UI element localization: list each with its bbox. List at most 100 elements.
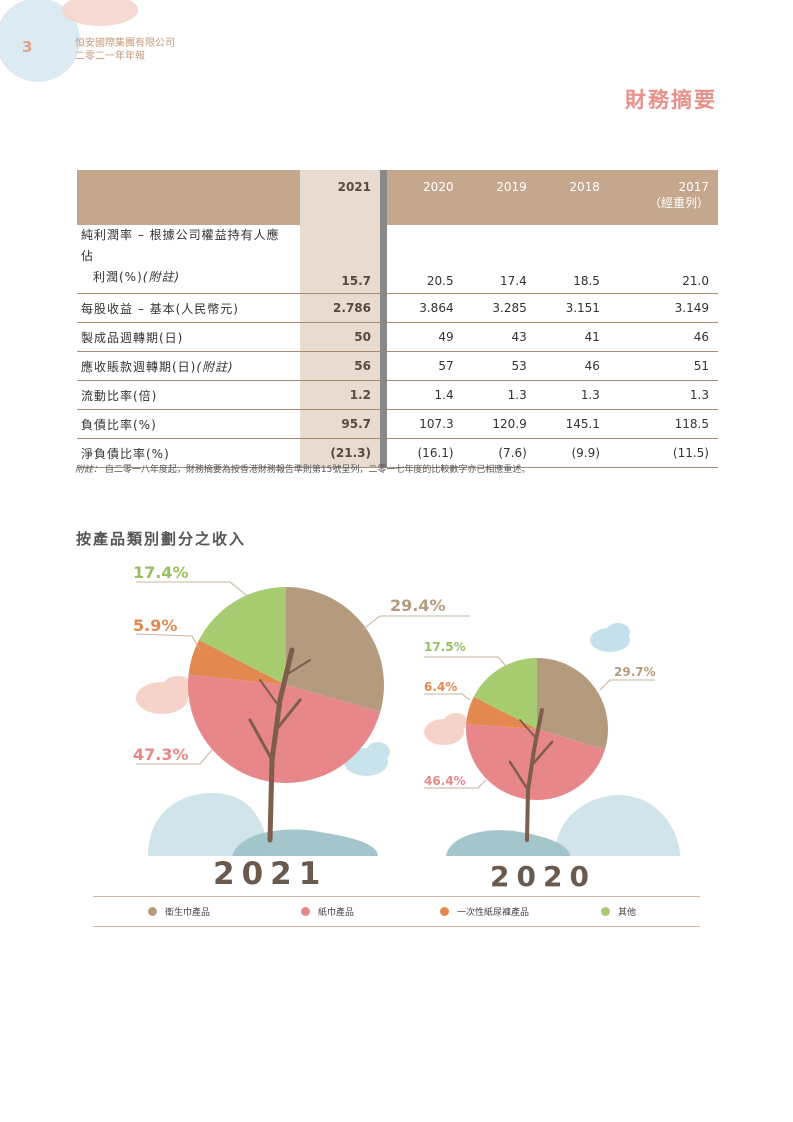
column-separator xyxy=(380,409,387,439)
header-2021: 2021 xyxy=(300,170,380,225)
cell-2018: 46 xyxy=(535,351,609,381)
chart-legend: 衛生巾產品 紙巾產品 一次性紙尿褲產品 其他 xyxy=(93,896,700,927)
row-label-line1: 純利潤率 – 根據公司權益持有人應佔 xyxy=(81,228,280,263)
header-2019: 2019 xyxy=(462,170,536,225)
cell-2021: 56 xyxy=(300,351,380,381)
table-row: 製成品週轉期(日) 50 49 43 41 46 xyxy=(77,322,718,352)
cell-2017: 3.149 xyxy=(608,293,718,323)
label-2020-tissue: 46.4% xyxy=(424,774,466,788)
label-2020-other: 17.5% xyxy=(424,640,466,654)
row-label-line2: 利潤(%) xyxy=(93,270,143,284)
cell-2017: 1.3 xyxy=(608,380,718,410)
label-2020-diaper: 6.4% xyxy=(424,680,458,694)
row-label: 淨負債比率(%) xyxy=(77,438,300,468)
cell-2019: 43 xyxy=(462,322,536,352)
column-separator xyxy=(380,293,387,323)
legend-item: 紙巾產品 xyxy=(301,905,354,918)
leader-lines xyxy=(135,581,655,789)
leader-2021-tissue xyxy=(136,749,213,765)
cell-2017: 51 xyxy=(608,351,718,381)
legend-swatch xyxy=(148,907,157,916)
legend-swatch xyxy=(301,907,310,916)
cloud-left xyxy=(136,676,194,714)
row-label-text: 應收賬款週轉期(日) xyxy=(81,359,197,374)
chart-year-2020: 2020 xyxy=(490,860,596,893)
cloud-blue-2 xyxy=(590,623,630,652)
footnote: 附註： 自二零一八年度起，財務摘要為按香港財務報告準則第15號呈列，二零一七年度… xyxy=(75,462,530,475)
cell-2020: 49 xyxy=(387,322,463,352)
cell-2018: 41 xyxy=(535,322,609,352)
table-header-row: 2021 2020 2019 2018 2017 （經重列） xyxy=(77,170,718,225)
header-2017-year: 2017 xyxy=(678,180,709,194)
cell-2019: 1.3 xyxy=(462,380,536,410)
cell-2019: 17.4 xyxy=(462,225,536,294)
leader-2021-napkin xyxy=(361,615,470,631)
leader-2021-other xyxy=(136,581,251,599)
cell-2018: 1.3 xyxy=(535,380,609,410)
table-row: 負債比率(%) 95.7 107.3 120.9 145.1 118.5 xyxy=(77,409,718,439)
tree-2020 xyxy=(508,708,554,842)
legend-item: 其他 xyxy=(601,905,636,918)
cell-2020: 20.5 xyxy=(387,225,463,294)
cell-2017: 21.0 xyxy=(608,225,718,294)
pie-slice-other xyxy=(198,587,286,685)
cell-2019: 120.9 xyxy=(462,409,536,439)
bush-2021-left xyxy=(148,793,268,856)
page-number: 3 xyxy=(22,38,33,56)
cell-2021: 1.2 xyxy=(300,380,380,410)
row-note: (附註) xyxy=(142,270,181,284)
pie-slice-diaper xyxy=(188,639,286,685)
legend-swatch xyxy=(601,907,610,916)
legend-swatch xyxy=(440,907,449,916)
financial-summary-table: 2021 2020 2019 2018 2017 （經重列） 純利潤率 – 根據… xyxy=(77,170,718,468)
cell-2017: (11.5) xyxy=(608,438,718,468)
legend-label: 紙巾產品 xyxy=(318,908,355,918)
row-label: 應收賬款週轉期(日)(附註) xyxy=(77,351,300,381)
header-2017-restated: （經重列） xyxy=(648,196,709,210)
page-title: 財務摘要 xyxy=(625,88,717,112)
company-name: 恒安國際集團有限公司 xyxy=(75,38,175,49)
cell-2020: 57 xyxy=(387,351,463,381)
cell-2019: 53 xyxy=(462,351,536,381)
column-separator xyxy=(380,351,387,381)
watercolor-blob xyxy=(0,0,80,82)
legend-item: 一次性紙尿褲產品 xyxy=(440,905,529,918)
label-2021-other: 17.4% xyxy=(133,563,189,582)
row-note: (附註) xyxy=(196,359,234,374)
chart-year-2021: 2021 xyxy=(213,856,328,892)
row-label: 製成品週轉期(日) xyxy=(77,322,300,352)
report-name: 二零二一年年報 xyxy=(75,51,145,62)
cell-2018: 145.1 xyxy=(535,409,609,439)
column-separator xyxy=(380,438,387,468)
label-2021-diaper: 5.9% xyxy=(133,616,178,635)
footnote-label: 附註： xyxy=(75,465,103,475)
cell-2021: 50 xyxy=(300,322,380,352)
row-label: 流動比率(倍) xyxy=(77,380,300,410)
cell-2021: 15.7 xyxy=(300,225,380,294)
cell-2019: (7.6) xyxy=(462,438,536,468)
row-label: 每股收益 – 基本(人民幣元) xyxy=(77,293,300,323)
pie-slice-diaper xyxy=(466,696,537,729)
tree-2021 xyxy=(248,647,311,843)
column-separator xyxy=(380,380,387,410)
column-separator xyxy=(380,170,387,225)
leader-2020-other xyxy=(424,656,507,667)
row-label: 負債比率(%) xyxy=(77,409,300,439)
legend-item: 衛生巾產品 xyxy=(148,905,210,918)
table-row: 流動比率(倍) 1.2 1.4 1.3 1.3 1.3 xyxy=(77,380,718,410)
bush-2020-right xyxy=(555,794,680,856)
header-2018: 2018 xyxy=(535,170,609,225)
pie-slice-napkin xyxy=(286,587,384,712)
cell-2017: 46 xyxy=(608,322,718,352)
leader-2020-napkin xyxy=(599,679,655,691)
cell-2020: 1.4 xyxy=(387,380,463,410)
cell-2020: 107.3 xyxy=(387,409,463,439)
table-row: 淨負債比率(%) (21.3) (16.1) (7.6) (9.9) (11.5… xyxy=(77,438,718,468)
leader-2020-diaper xyxy=(424,693,471,701)
legend-label: 一次性紙尿褲產品 xyxy=(457,908,530,918)
pie-slice-tissue xyxy=(188,674,381,783)
cloud-left-2 xyxy=(424,713,468,745)
cell-2018: 18.5 xyxy=(535,225,609,294)
header-2017: 2017 （經重列） xyxy=(608,170,718,225)
cell-2017: 118.5 xyxy=(608,409,718,439)
